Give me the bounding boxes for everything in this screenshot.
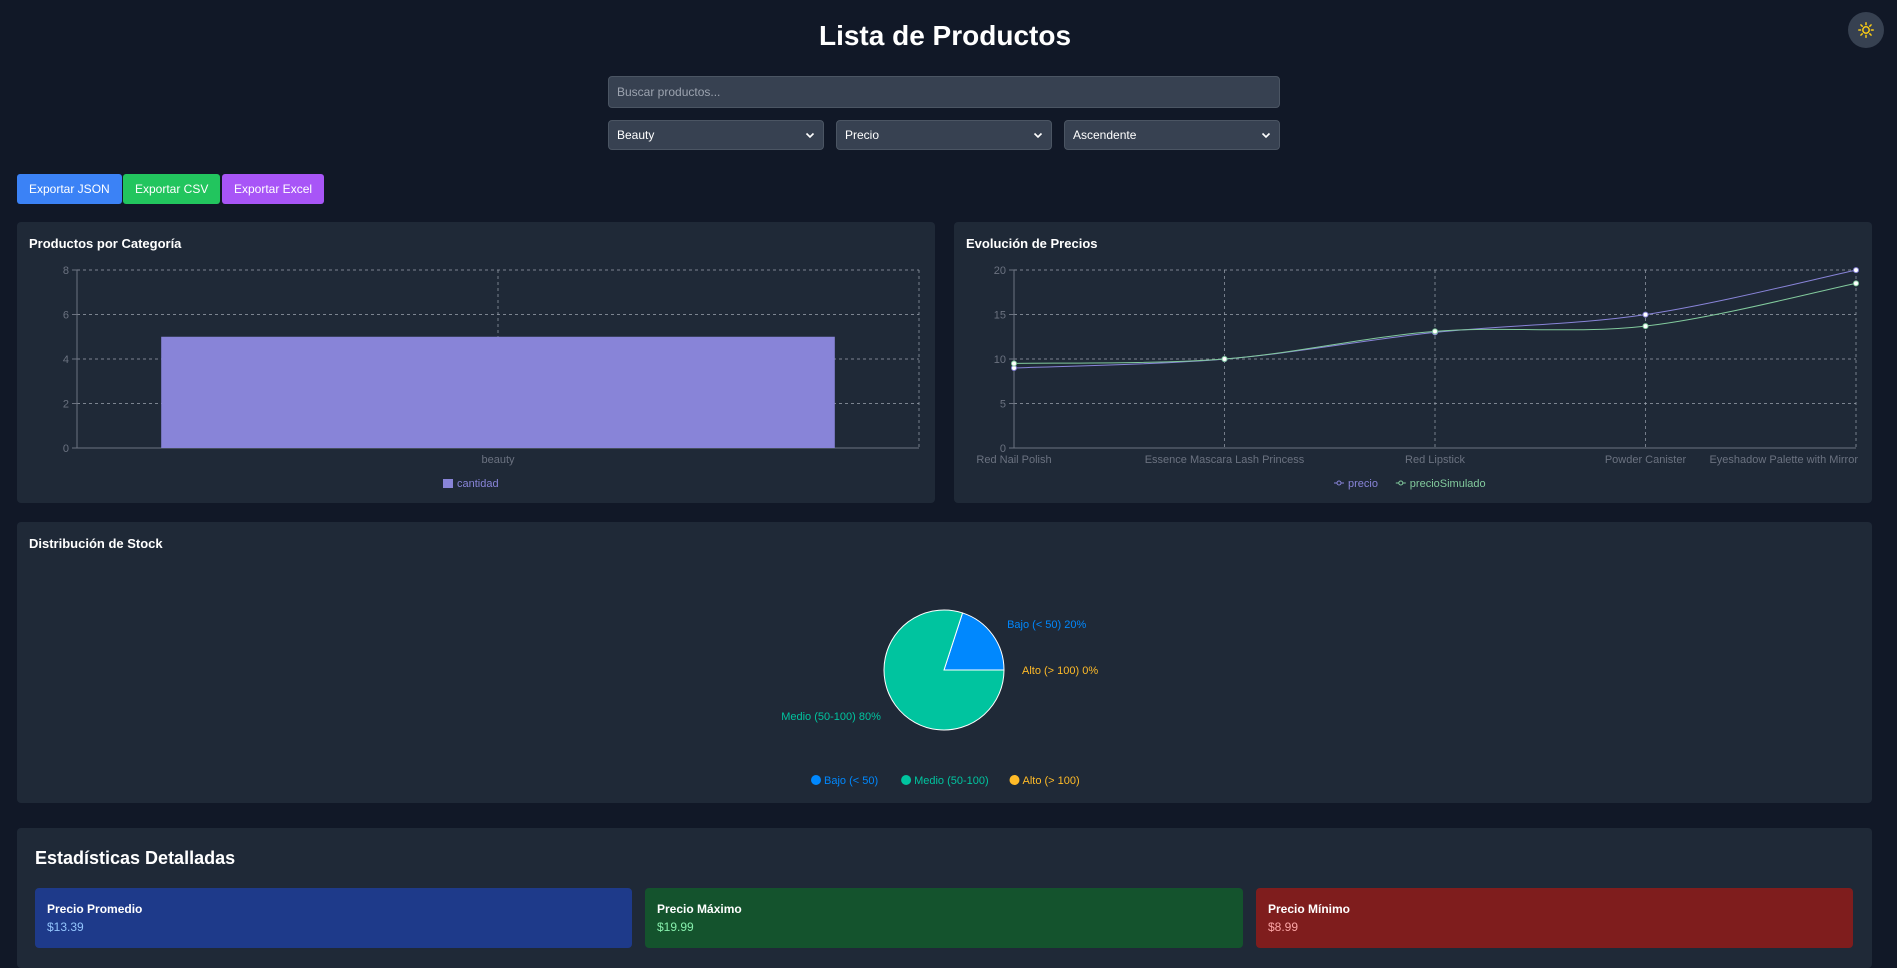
stock-chart-panel: Distribución de Stock Bajo (< 50) 20% Med… xyxy=(17,522,1872,803)
stat-max-label: Precio Máximo xyxy=(657,902,742,916)
data-point-precioSimulado xyxy=(1853,280,1859,287)
data-point-precio xyxy=(1642,311,1649,318)
legend-marker-precioSimulado xyxy=(1398,480,1404,486)
stat-avg-label: Precio Promedio xyxy=(47,902,143,916)
legend-label-precioSimulado: precioSimulado xyxy=(1410,478,1486,490)
legend-swatch-bajo xyxy=(811,775,821,785)
export-json-button[interactable]: Exportar JSON xyxy=(17,174,122,204)
search-input[interactable] xyxy=(608,76,1280,108)
category-chart-title: Productos por Categoría xyxy=(29,236,182,251)
stats-title: Estadísticas Detalladas xyxy=(35,848,236,868)
y-tick-label: 10 xyxy=(994,354,1006,366)
x-tick-label: Essence Mascara Lash Princess xyxy=(1145,454,1305,466)
pie-label-bajo: Bajo (< 50) 20% xyxy=(1007,619,1086,631)
legend-swatch-medio xyxy=(901,775,912,785)
stat-card-max: Precio Máximo $19.99 xyxy=(645,888,1243,948)
pie-slice-medio xyxy=(883,609,1005,731)
y-tick-label: 0 xyxy=(63,443,69,455)
x-tick-label: Red Lipstick xyxy=(1405,454,1465,466)
stat-min-value: $8.99 xyxy=(1268,920,1299,934)
y-tick-label: 8 xyxy=(63,265,69,277)
bar-beauty xyxy=(161,336,835,448)
category-chart-panel: Productos por Categoría 0 2 4 6 8 beauty canti… xyxy=(17,222,935,503)
data-point-precio xyxy=(1853,267,1859,274)
sort-field-select[interactable]: Precio xyxy=(836,120,1052,150)
price-chart-panel: Evolución de Precios 0 5 10 15 20 Red Nail Po… xyxy=(954,222,1872,503)
page-title: Lista de Productos xyxy=(818,20,1072,51)
pie-label-medio: Medio (50-100) 80% xyxy=(781,711,881,723)
x-tick-label: Red Nail Polish xyxy=(976,454,1051,466)
chart-legend: precio precioSimulado xyxy=(1334,478,1486,490)
y-tick-label: 6 xyxy=(63,310,69,322)
sort-order-select[interactable]: Ascendente xyxy=(1064,120,1280,150)
category-select[interactable]: Beauty xyxy=(608,120,824,150)
sort-order-select-value: Ascendente xyxy=(1073,128,1137,142)
category-select-value: Beauty xyxy=(617,128,655,142)
export-csv-button[interactable]: Exportar CSV xyxy=(123,174,221,204)
legend-swatch-alto xyxy=(1009,775,1020,785)
stat-avg-value: $13.39 xyxy=(47,920,84,934)
chart-legend: Bajo (< 50) Medio (50-100) Alto (> 100) xyxy=(811,775,1080,787)
y-tick-label: 20 xyxy=(994,265,1006,277)
legend-swatch-cantidad xyxy=(443,479,453,488)
y-tick-label: 5 xyxy=(1000,399,1006,411)
chevron-down-icon xyxy=(1261,132,1271,139)
data-point-precioSimulado xyxy=(1221,356,1228,362)
pie-label-alto: Alto (> 100) 0% xyxy=(1022,665,1098,677)
export-excel-button[interactable]: Exportar Excel xyxy=(222,174,325,204)
pie-slice-bajo xyxy=(943,612,1005,671)
price-chart-title: Evolución de Precios xyxy=(966,236,1098,251)
stock-chart-title: Distribución de Stock xyxy=(29,536,163,551)
x-tick-label: beauty xyxy=(481,454,515,466)
legend-label-precio: precio xyxy=(1348,478,1378,490)
chevron-down-icon xyxy=(805,132,815,139)
stock-pie-chart: Bajo (< 50) 20% Medio (50-100) 80% Alto (>… xyxy=(781,609,1098,787)
chart-legend: cantidad xyxy=(443,478,499,490)
sun-icon xyxy=(1858,22,1874,38)
data-point-precioSimulado xyxy=(1642,323,1649,330)
price-line-chart: 0 5 10 15 20 Red Nail Polish Essence Mascara L… xyxy=(976,265,1859,490)
y-tick-label: 15 xyxy=(994,310,1006,322)
data-point-precioSimulado xyxy=(1432,328,1438,335)
legend-label-alto: Alto (> 100) xyxy=(1023,775,1080,787)
sort-field-select-value: Precio xyxy=(845,128,880,142)
stat-min-label: Precio Mínimo xyxy=(1268,902,1351,916)
stat-max-value: $19.99 xyxy=(657,920,694,934)
y-tick-label: 4 xyxy=(63,354,69,366)
category-bar-chart: 0 2 4 6 8 beauty cantidad xyxy=(63,265,920,490)
y-tick-label: 0 xyxy=(1000,443,1006,455)
legend-label-cantidad: cantidad xyxy=(457,478,499,490)
stat-card-min: Precio Mínimo $8.99 xyxy=(1256,888,1853,948)
theme-toggle-button[interactable] xyxy=(1848,12,1884,48)
x-tick-label: Powder Canister xyxy=(1605,454,1687,466)
stat-card-avg: Precio Promedio $13.39 xyxy=(35,888,632,948)
y-tick-label: 2 xyxy=(63,399,69,411)
legend-label-medio: Medio (50-100) xyxy=(914,775,989,787)
x-tick-label: Eyeshadow Palette with Mirror xyxy=(1709,454,1858,466)
legend-label-bajo: Bajo (< 50) xyxy=(824,775,878,787)
legend-marker-precio xyxy=(1336,480,1342,486)
data-point-precioSimulado xyxy=(1011,360,1017,367)
chevron-down-icon xyxy=(1033,132,1043,139)
